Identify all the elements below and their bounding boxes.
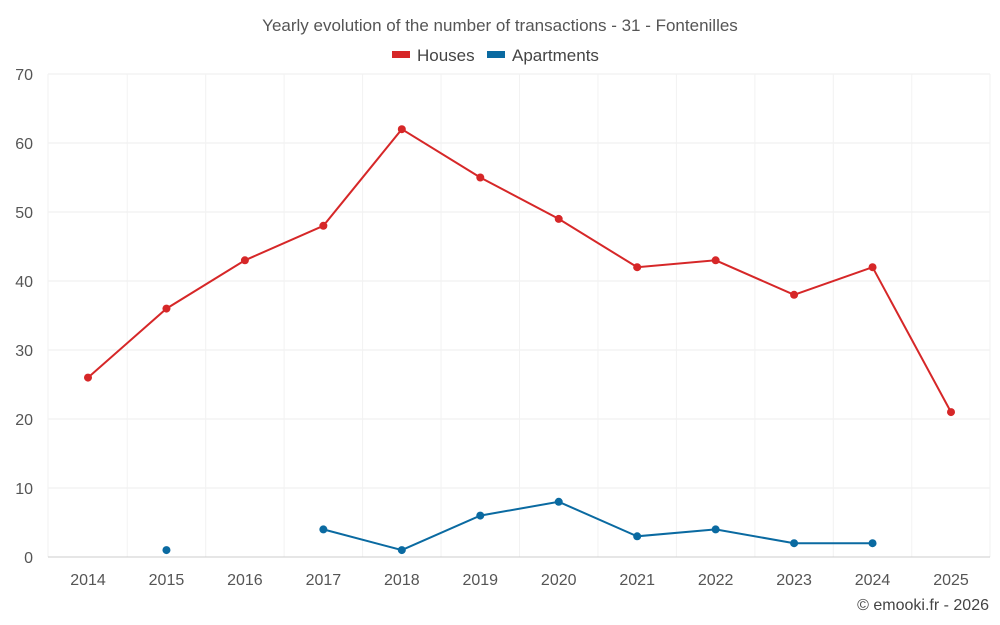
legend-label: Houses: [417, 46, 475, 65]
series-apartments: [162, 497, 877, 555]
y-tick-label: 20: [15, 412, 33, 429]
x-tick-label: 2023: [776, 572, 812, 589]
x-tick-label: 2017: [306, 572, 342, 589]
data-point: [476, 173, 485, 182]
x-tick-label: 2014: [70, 572, 106, 589]
data-point: [397, 546, 406, 555]
legend-label: Apartments: [512, 46, 599, 65]
data-point: [240, 256, 249, 265]
data-point: [84, 373, 92, 382]
series-group: [84, 125, 955, 555]
x-tick-label: 2021: [619, 572, 655, 589]
y-tick-label: 50: [15, 205, 33, 222]
data-point: [397, 125, 406, 134]
x-tick-label: 2018: [384, 572, 420, 589]
legend-swatch: [392, 51, 410, 58]
data-point: [868, 539, 877, 548]
grid: [47, 73, 991, 557]
y-tick-label: 30: [15, 343, 33, 360]
data-point: [319, 525, 328, 534]
legend-swatch: [487, 51, 505, 58]
data-point: [554, 214, 563, 223]
data-point: [790, 290, 799, 299]
data-point: [162, 546, 171, 555]
data-point: [162, 304, 171, 313]
x-tick-label: 2020: [541, 572, 577, 589]
y-tick-label: 10: [15, 481, 33, 498]
data-point: [711, 525, 720, 534]
chart-title: Yearly evolution of the number of transa…: [262, 16, 738, 35]
x-tick-label: 2016: [227, 572, 263, 589]
data-point: [476, 511, 485, 520]
series-houses: [84, 125, 955, 417]
y-tick-label: 40: [15, 274, 33, 291]
data-point: [868, 263, 877, 272]
data-point: [790, 539, 799, 548]
x-tick-label: 2025: [933, 572, 969, 589]
y-tick-label: 70: [15, 67, 33, 84]
data-point: [633, 263, 642, 272]
data-point: [633, 532, 642, 541]
data-point: [711, 256, 720, 265]
axes: 0 10 20 30 40 50 60 70 2014 2015 2016 2017 2018 2019 2…: [15, 67, 990, 589]
x-tick-label: 2019: [462, 572, 498, 589]
data-point: [319, 221, 328, 230]
x-tick-label: 2024: [855, 572, 891, 589]
x-tick-label: 2015: [149, 572, 185, 589]
x-tick-label: 2022: [698, 572, 734, 589]
y-tick-label: 0: [24, 550, 33, 567]
series-line: [87, 127, 952, 413]
data-point: [554, 497, 563, 506]
legend: Houses Apartments: [392, 46, 599, 65]
series-line: [323, 500, 873, 552]
y-tick-label: 60: [15, 136, 33, 153]
credit-text: © emooki.fr - 2026: [857, 597, 989, 614]
data-point: [947, 408, 955, 417]
